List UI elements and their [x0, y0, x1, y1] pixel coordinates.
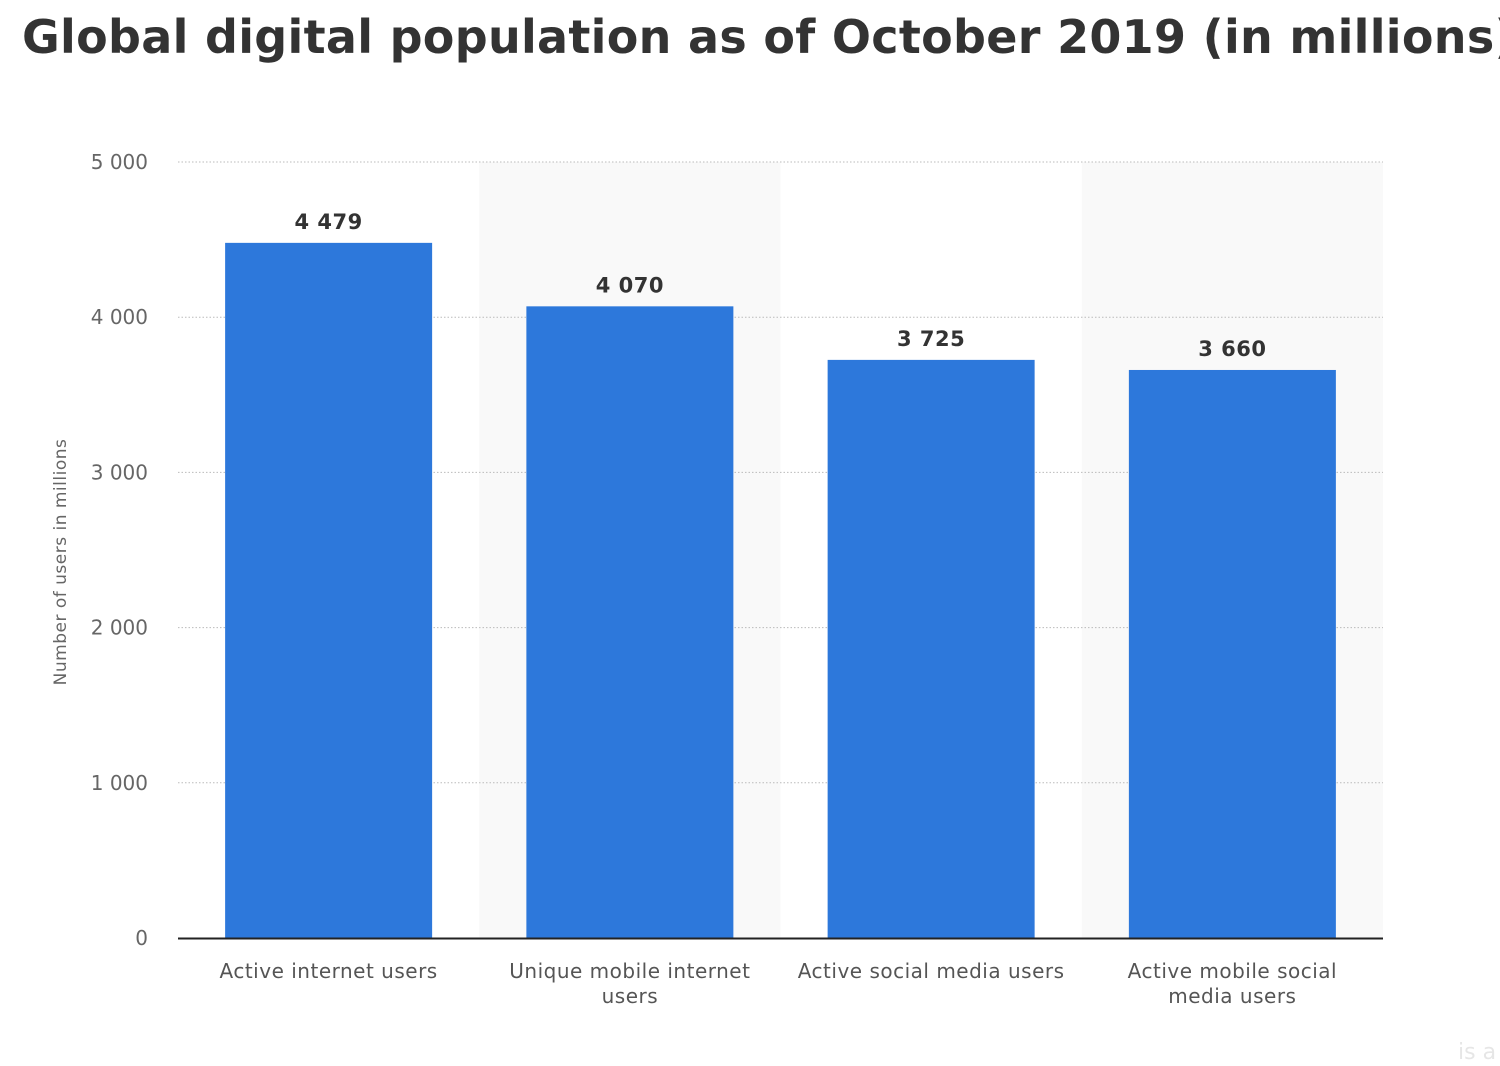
data-label: 4 479 [294, 210, 362, 234]
bar [526, 306, 734, 938]
x-tick-label: Active social media users [798, 959, 1065, 983]
y-tick-label: 2 000 [91, 616, 148, 640]
y-tick-label: 5 000 [91, 150, 148, 174]
bar [827, 359, 1035, 938]
y-tick-label: 4 000 [91, 305, 148, 329]
y-tick-label: 1 000 [91, 771, 148, 795]
x-tick-label: Active mobile social [1128, 959, 1337, 983]
y-axis-label: Number of users in millions [51, 439, 71, 686]
data-label: 4 070 [596, 273, 664, 297]
x-tick-label: Active internet users [220, 959, 438, 983]
x-tick-label: media users [1168, 984, 1296, 1008]
y-tick-label: 0 [135, 926, 148, 950]
cut-off-text: is a [1458, 1040, 1497, 1065]
x-tick-label: users [602, 984, 659, 1008]
chart-title: Global digital population as of October … [22, 10, 1500, 64]
bar [225, 242, 433, 939]
data-label: 3 660 [1198, 337, 1266, 361]
data-label: 3 725 [897, 327, 965, 351]
bar [1128, 369, 1336, 938]
x-tick-label: Unique mobile internet [509, 959, 750, 983]
y-tick-label: 3 000 [91, 460, 148, 484]
